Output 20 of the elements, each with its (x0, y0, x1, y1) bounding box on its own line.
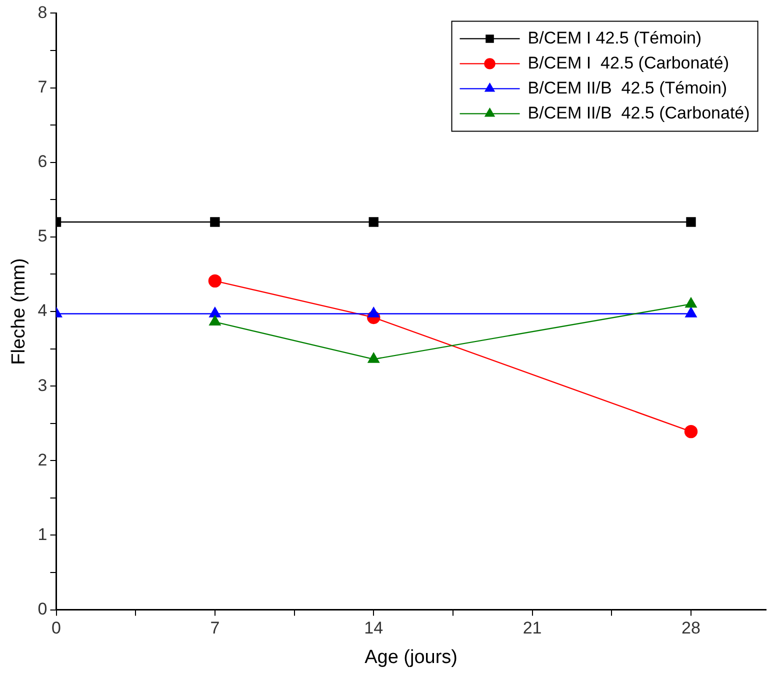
x-tick-label: 28 (682, 618, 700, 638)
legend-label: B/CEM II/B 42.5 (Témoin) (528, 78, 728, 98)
y-tick-label: 8 (38, 2, 48, 22)
y-tick-label: 3 (38, 376, 48, 395)
y-axis-title: Fleche (mm) (8, 258, 30, 365)
x-tick-label: 14 (364, 618, 384, 638)
y-tick-label: 2 (38, 450, 48, 470)
y-tick-label: 7 (38, 77, 48, 96)
legend-label: B/CEM I 42.5 (Carbonaté) (528, 53, 730, 72)
x-tick-label: 7 (210, 618, 220, 638)
x-tick-label: 0 (52, 618, 61, 638)
y-tick-label: 5 (38, 226, 48, 246)
y-tick-label: 6 (38, 152, 48, 172)
legend-label: B/CEM I 42.5 (Témoin) (528, 28, 702, 48)
x-tick-label: 21 (522, 618, 542, 638)
x-axis-title: Age (jours) (364, 646, 458, 668)
y-tick-label: 4 (38, 301, 48, 320)
y-tick-label: 0 (38, 599, 48, 618)
y-tick-label: 1 (38, 524, 48, 544)
legend-label: B/CEM II/B 42.5 (Carbonaté) (528, 103, 750, 122)
